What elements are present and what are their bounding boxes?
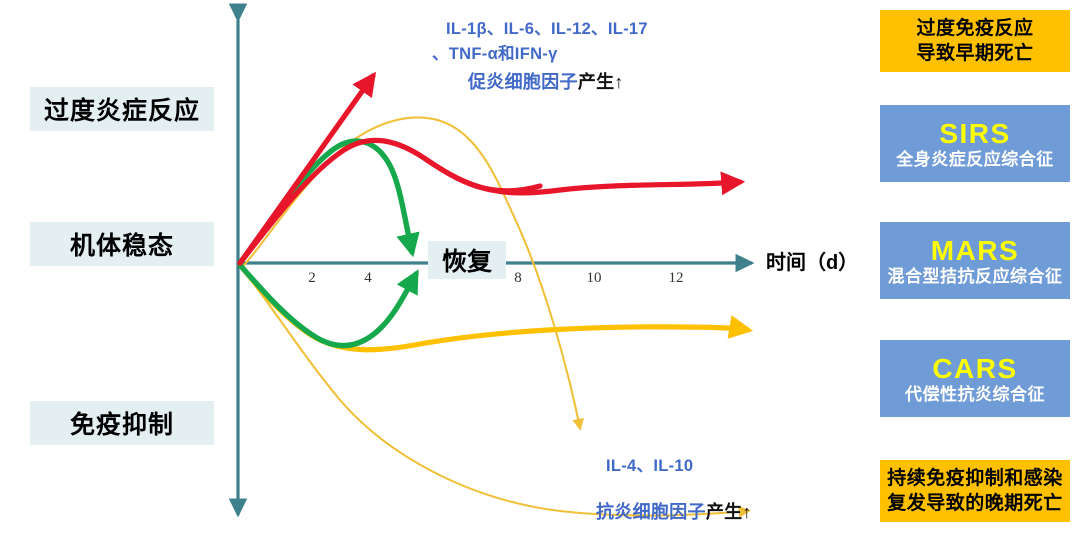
side-box-early-death-line1: 过度免疫反应	[916, 18, 1034, 39]
side-box-early-death: 过度免疫反应 导致早期死亡	[880, 10, 1070, 72]
annotation-pro-cytokines-line1: IL-1β、IL-6、IL-12、IL-17	[446, 20, 648, 38]
annotation-anti-cytokines-blue: 抗炎细胞因子	[596, 502, 706, 522]
side-box-late-death-line2: 复发导致的晚期死亡	[887, 493, 1063, 514]
thin-yellow-suppression-curve	[238, 264, 751, 518]
side-box-cars-subtitle: 代偿性抗炎综合征	[905, 384, 1045, 404]
side-box-sirs-subtitle: 全身炎症反应综合征	[896, 149, 1054, 169]
stage-label-immunosuppression: 免疫抑制	[30, 401, 214, 445]
annotation-pro-cytokines-blue: 促炎细胞因子	[468, 72, 578, 92]
recovery-curve-lower	[237, 262, 419, 349]
side-box-cars: CARS 代偿性抗炎综合征	[880, 340, 1070, 417]
x-axis-title: 时间（d）	[766, 252, 859, 274]
x-tick-12: 12	[668, 270, 684, 286]
side-box-sirs: SIRS 全身炎症反应综合征	[880, 105, 1070, 182]
side-box-late-death: 持续免疫抑制和感染 复发导致的晚期死亡	[880, 460, 1070, 522]
side-box-late-death-line1: 持续免疫抑制和感染	[887, 468, 1063, 489]
annotation-pro-cytokines-dark: 产生↑	[577, 72, 624, 92]
recovery-curve-upper	[237, 138, 420, 266]
x-tick-4: 4	[364, 270, 372, 286]
side-box-sirs-acronym: SIRS	[939, 117, 1011, 149]
pro-inflammatory-curve-tail	[421, 155, 746, 196]
annotation-anti-cytokines-line1: IL-4、IL-10	[606, 457, 694, 475]
annotation-pro-cytokines-line3: 促炎细胞因子产生↑	[468, 68, 624, 94]
recovery-chip: 恢复	[428, 241, 506, 279]
annotation-anti-cytokines-line2: 抗炎细胞因子产生↑	[596, 498, 752, 524]
x-tick-8: 8	[514, 270, 522, 286]
side-box-mars-subtitle: 混合型拮抗反应综合征	[887, 266, 1063, 286]
side-box-mars: MARS 混合型拮抗反应综合征	[880, 222, 1070, 299]
side-box-cars-acronym: CARS	[932, 352, 1018, 384]
stage-label-hyperinflammation: 过度炎症反应	[30, 87, 214, 131]
annotation-anti-cytokines-dark: 产生↑	[705, 502, 752, 522]
pro-inflammatory-arrow	[237, 71, 377, 266]
side-box-mars-acronym: MARS	[930, 234, 1020, 266]
stage-label-homeostasis: 机体稳态	[30, 222, 214, 266]
thin-yellow-decay-curve	[242, 116, 584, 431]
side-box-early-death-line2: 导致早期死亡	[916, 43, 1034, 64]
x-tick-10: 10	[586, 270, 602, 286]
annotation-pro-cytokines-line2: 、TNF-α和IFN-γ	[432, 45, 558, 63]
x-tick-2: 2	[308, 270, 316, 286]
